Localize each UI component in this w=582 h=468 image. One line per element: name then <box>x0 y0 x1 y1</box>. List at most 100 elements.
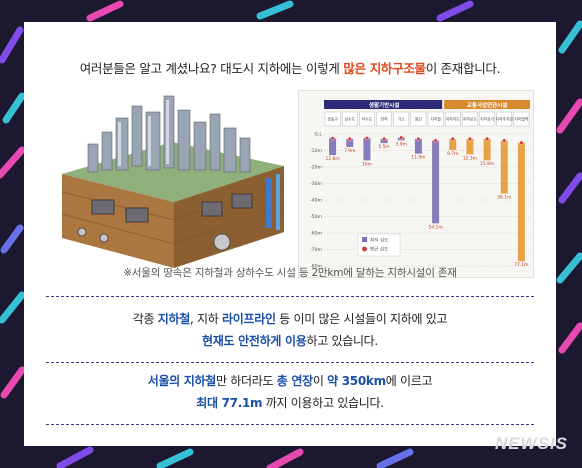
category-box <box>444 111 461 127</box>
max-depth-label: 7.9m <box>344 148 355 154</box>
group-title: 교통사업연관시설 <box>467 101 507 109</box>
y-tick-label: G.L <box>314 132 322 138</box>
category-label: 상수도 <box>345 117 356 122</box>
depth-bar <box>329 138 337 156</box>
depth-bar <box>346 138 354 148</box>
max-depth-label: 9.7m <box>447 151 458 157</box>
max-depth-label: 16m <box>362 161 372 167</box>
y-tick-label: -70m <box>310 247 323 253</box>
category-label: 지하철역 <box>514 117 528 122</box>
category-label: 공동구 <box>327 117 338 122</box>
text: 각종 <box>132 312 158 326</box>
depth-bar <box>414 138 422 154</box>
y-tick-label: -30m <box>310 181 323 187</box>
watermark-logo: NEWSIS <box>494 434 568 453</box>
category-box <box>427 111 444 127</box>
legend-label: 최저 심도 <box>370 237 388 244</box>
depth-bar-chart: 생활기반시설 교통사업연관시설 G.L -10m -20m -30m -40m -50m -60… <box>298 90 534 278</box>
min-depth-marker <box>330 136 335 141</box>
depth-bar <box>432 140 440 224</box>
category-box <box>341 111 358 127</box>
text: 까지 이용하고 있습니다. <box>262 396 384 410</box>
text: 이 <box>312 374 328 388</box>
min-depth-marker <box>364 136 369 141</box>
depth-bar <box>363 138 371 161</box>
headline-highlight: 많은 지하구조물 <box>343 61 426 76</box>
paragraph-subway-line1: 서울의 지하철만 하더라도 총 연장이 약 350km에 이르고 <box>24 370 556 392</box>
y-tick-label: -40m <box>310 198 323 204</box>
legend-label: 평균 심도 <box>370 246 388 253</box>
text: 하고 있습니다. <box>306 334 378 348</box>
max-depth-label: 15.9m <box>480 161 494 167</box>
group-title: 생활기반시설 <box>369 101 399 109</box>
max-depth-label: 36.1m <box>497 195 511 201</box>
min-depth-marker <box>467 136 472 141</box>
category-box <box>513 111 530 127</box>
text: 에 이르고 <box>385 374 433 388</box>
category-label: 지하철 <box>430 117 441 122</box>
text-highlight: 지하철 <box>157 312 191 326</box>
text-highlight: 총 연장 <box>276 374 313 388</box>
category-box <box>359 111 375 127</box>
max-depth-label: 12.3m <box>463 155 477 161</box>
min-depth-marker <box>519 140 524 145</box>
depth-bar <box>449 138 457 151</box>
min-depth-marker <box>382 136 387 141</box>
text-highlight: 서울의 지하철 <box>147 374 217 388</box>
min-depth-marker <box>450 136 455 141</box>
legend-swatch <box>362 246 367 252</box>
divider-middle <box>46 362 534 363</box>
category-label: 가스 <box>398 117 405 122</box>
paragraph-facilities-line1: 각종 지하철, 지하 라이프라인 등 이미 많은 시설들이 지하에 있고 <box>24 308 556 330</box>
category-label: 지하보도 <box>463 117 477 122</box>
y-tick-label: -80m <box>310 264 323 270</box>
max-depth-label: 54.1m <box>429 224 443 230</box>
headline-text: 여러분들은 알고 계셨나요? 대도시 지하에는 이렇게 <box>79 61 344 76</box>
min-depth-marker <box>502 138 507 143</box>
image-caption: ※서울의 땅속은 지하철과 상하수도 시설 등 2만km에 달하는 지하시설이 … <box>123 267 457 279</box>
paragraph-facilities: 각종 지하철, 지하 라이프라인 등 이미 많은 시설들이 지하에 있고 현재도… <box>24 308 556 352</box>
text: 만 하더라도 <box>216 374 277 388</box>
legend-box <box>357 233 401 257</box>
min-depth-marker <box>416 136 421 141</box>
paragraph-facilities-line2: 현재도 안전하게 이용하고 있습니다. <box>24 330 556 352</box>
group-header-bar <box>444 100 530 109</box>
category-label: 통신 <box>415 117 422 122</box>
max-depth-label: 5.5m <box>378 144 389 150</box>
divider-bottom <box>46 424 534 425</box>
text-highlight: 약 350km <box>327 374 386 388</box>
city-underground-illustration <box>61 95 285 268</box>
max-depth-label: 77.1m <box>514 262 528 268</box>
category-box <box>479 111 495 127</box>
max-depth-label: 12.8m <box>326 156 340 162</box>
y-tick-label: -60m <box>310 231 323 237</box>
min-depth-marker <box>399 135 404 140</box>
category-label: 지하차도 <box>446 117 460 122</box>
text: , 지하 <box>190 312 223 326</box>
min-depth-marker <box>433 138 438 143</box>
max-depth-label: 11.9m <box>411 155 425 161</box>
category-box <box>393 111 410 127</box>
category-label: 지하상가 <box>480 117 494 122</box>
min-depth-marker <box>485 136 490 141</box>
category-box <box>462 111 478 127</box>
category-box <box>324 111 341 127</box>
divider-top <box>46 296 534 297</box>
category-box <box>376 111 392 127</box>
max-depth-label: 3.9m <box>396 141 407 147</box>
paragraph-subway: 서울의 지하철만 하더라도 총 연장이 약 350km에 이르고 최대 77.1… <box>24 370 556 414</box>
depth-bar <box>380 138 388 144</box>
min-depth-marker <box>347 136 352 141</box>
text-highlight: 최대 77.1m <box>196 396 263 410</box>
headline: 여러분들은 알고 계셨나요? 대도시 지하에는 이렇게 많은 지하구조물이 존재… <box>24 58 556 77</box>
depth-bar <box>483 138 491 161</box>
y-tick-label: -10m <box>310 148 323 154</box>
category-label: 하수도 <box>362 117 373 122</box>
depth-bar <box>500 140 508 194</box>
depth-bar <box>466 138 474 155</box>
headline-text-end: 이 존재합니다. <box>425 61 501 76</box>
text-highlight: 라이프라인 <box>222 312 276 326</box>
y-tick-label: -50m <box>310 214 323 220</box>
group-header-bar <box>324 100 443 109</box>
category-label: 지하주차장 <box>496 117 514 122</box>
